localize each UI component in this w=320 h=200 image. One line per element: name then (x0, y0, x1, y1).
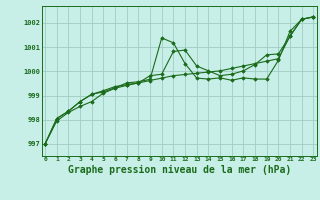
X-axis label: Graphe pression niveau de la mer (hPa): Graphe pression niveau de la mer (hPa) (68, 165, 291, 175)
